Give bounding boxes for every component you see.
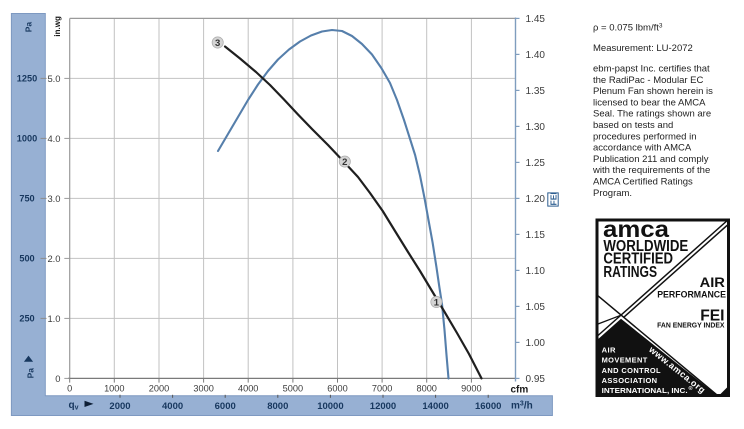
svg-text:ebm-papst Inc. certifies that: ebm-papst Inc. certifies that: [593, 64, 710, 75]
svg-text:the RadiPac - Modular EC: the RadiPac - Modular EC: [593, 75, 703, 86]
svg-text:12000: 12000: [370, 401, 396, 412]
svg-text:Seal. The ratings shown are: Seal. The ratings shown are: [593, 109, 711, 120]
svg-text:8000: 8000: [416, 384, 436, 394]
svg-text:4.0: 4.0: [47, 133, 60, 144]
svg-text:5000: 5000: [283, 384, 303, 394]
svg-text:m3/h: m3/h: [511, 401, 533, 412]
svg-text:CERTIFIED: CERTIFIED: [603, 251, 673, 268]
svg-text:procedures performed in: procedures performed in: [593, 131, 697, 142]
svg-text:1.20: 1.20: [526, 194, 546, 205]
svg-text:MOVEMENT: MOVEMENT: [602, 355, 648, 364]
svg-text:2: 2: [342, 157, 347, 168]
svg-text:cfm: cfm: [511, 384, 529, 395]
svg-text:licensed to bear the AMCA: licensed to bear the AMCA: [593, 97, 706, 108]
svg-text:2.0: 2.0: [47, 253, 60, 264]
svg-text:4000: 4000: [162, 401, 183, 412]
svg-text:1: 1: [434, 297, 440, 308]
svg-text:qv: qv: [69, 400, 79, 412]
svg-text:FAN ENERGY INDEX: FAN ENERGY INDEX: [657, 321, 725, 330]
svg-text:Pa: Pa: [23, 22, 33, 33]
svg-text:WORLDWIDE: WORLDWIDE: [603, 238, 688, 255]
svg-text:accordance with AMCA: accordance with AMCA: [593, 143, 692, 154]
svg-text:3.0: 3.0: [47, 193, 60, 204]
svg-text:10000: 10000: [317, 401, 343, 412]
svg-text:based on tests and: based on tests and: [593, 120, 673, 131]
svg-text:1.45: 1.45: [526, 14, 546, 25]
svg-text:7000: 7000: [372, 384, 392, 394]
svg-text:2000: 2000: [109, 401, 130, 412]
svg-text:Pa: Pa: [26, 368, 36, 379]
svg-text:3: 3: [215, 38, 220, 49]
svg-text:2000: 2000: [149, 384, 169, 394]
svg-text:ASSOCIATION: ASSOCIATION: [602, 376, 658, 385]
svg-text:1.40: 1.40: [526, 50, 546, 61]
svg-text:8000: 8000: [267, 401, 288, 412]
svg-text:500: 500: [19, 254, 34, 264]
svg-text:750: 750: [19, 194, 34, 204]
svg-text:Plenum Fan shown herein is: Plenum Fan shown herein is: [593, 86, 713, 97]
svg-text:in.wg: in.wg: [53, 16, 62, 37]
svg-text:1.0: 1.0: [47, 313, 60, 324]
svg-text:®: ®: [689, 385, 693, 392]
svg-text:FEI: FEI: [548, 192, 558, 205]
svg-text:1.30: 1.30: [526, 122, 546, 133]
svg-text:5.0: 5.0: [47, 73, 60, 84]
svg-text:3000: 3000: [193, 384, 213, 394]
svg-text:1.15: 1.15: [526, 230, 546, 241]
svg-text:Publication 211 and comply: Publication 211 and comply: [593, 154, 709, 165]
svg-text:1.35: 1.35: [526, 86, 546, 97]
svg-text:1250: 1250: [17, 74, 37, 84]
svg-text:14000: 14000: [422, 401, 448, 412]
svg-text:AMCA Certified Ratings: AMCA Certified Ratings: [593, 177, 693, 188]
svg-text:6000: 6000: [327, 384, 347, 394]
svg-text:4000: 4000: [238, 384, 258, 394]
svg-text:ρ = 0.075 lbm/ft3: ρ = 0.075 lbm/ft3: [593, 22, 663, 33]
svg-text:0: 0: [55, 373, 60, 384]
svg-text:9000: 9000: [461, 384, 481, 394]
svg-text:0.95: 0.95: [526, 374, 546, 385]
svg-text:amca: amca: [603, 216, 669, 242]
svg-text:FEI: FEI: [700, 308, 724, 325]
svg-text:AIR: AIR: [700, 275, 725, 291]
svg-text:6000: 6000: [215, 401, 236, 412]
svg-text:1.00: 1.00: [526, 338, 546, 349]
svg-text:1000: 1000: [104, 384, 124, 394]
svg-text:1.05: 1.05: [526, 302, 546, 313]
svg-text:PERFORMANCE: PERFORMANCE: [657, 289, 726, 299]
svg-text:1000: 1000: [17, 134, 37, 144]
svg-text:AND CONTROL: AND CONTROL: [602, 366, 661, 375]
svg-text:16000: 16000: [475, 401, 501, 412]
svg-text:Program.: Program.: [593, 188, 632, 199]
svg-text:1.25: 1.25: [526, 158, 546, 169]
svg-text:0: 0: [67, 384, 72, 394]
svg-text:1.10: 1.10: [526, 266, 546, 277]
svg-text:with the requirements of the: with the requirements of the: [592, 165, 710, 176]
svg-text:Measurement: LU-2072: Measurement: LU-2072: [593, 43, 693, 54]
svg-text:RATINGS: RATINGS: [603, 264, 657, 281]
svg-text:INTERNATIONAL, INC.: INTERNATIONAL, INC.: [602, 386, 688, 395]
svg-text:250: 250: [19, 314, 34, 324]
svg-text:AIR: AIR: [602, 346, 616, 355]
